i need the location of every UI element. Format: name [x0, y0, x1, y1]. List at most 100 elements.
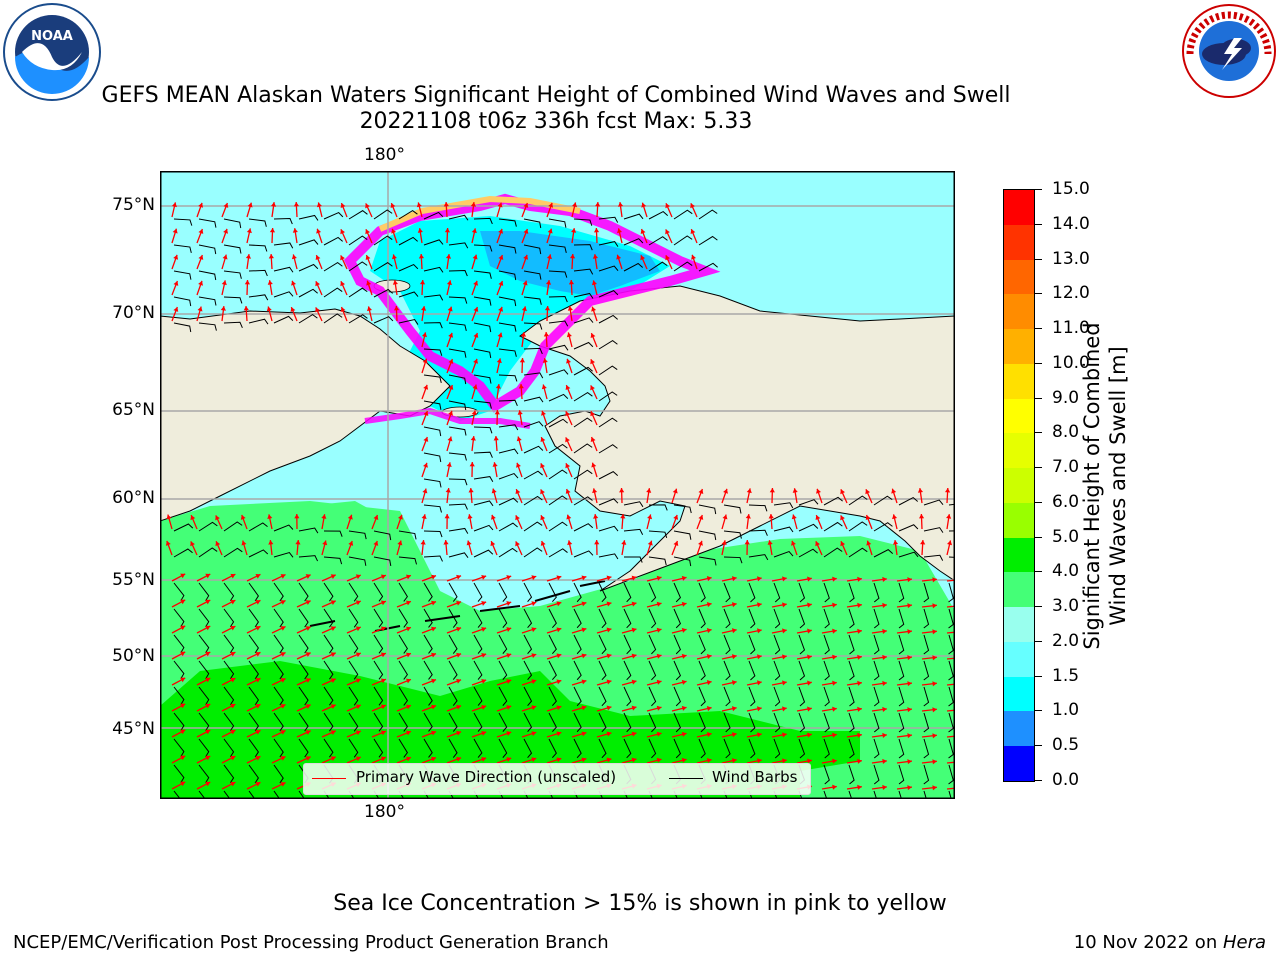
wave-arrowhead	[230, 781, 236, 787]
wind-barb	[248, 549, 269, 558]
wave-arrowhead	[290, 307, 296, 313]
wind-barb	[548, 495, 568, 506]
colorbar-tick-mark	[1035, 675, 1042, 677]
wind-barb	[648, 504, 668, 511]
wave-arrowhead	[481, 574, 487, 580]
wave-arrowhead	[180, 625, 186, 631]
wave-arrowhead	[606, 575, 612, 581]
wave-arrowhead	[541, 410, 546, 416]
wave-arrowhead	[840, 515, 845, 521]
wave-arrowhead	[706, 706, 712, 712]
wind-barb	[873, 738, 880, 759]
wave-arrowhead	[393, 306, 400, 311]
wind-barb	[448, 503, 468, 510]
wave-arrowhead	[246, 228, 252, 234]
wave-arrowhead	[230, 599, 236, 605]
wind-barb	[273, 790, 281, 799]
wave-arrowhead	[166, 514, 172, 520]
wind-barb	[623, 238, 644, 246]
wind-barb	[673, 686, 682, 707]
wave-arrowhead	[180, 729, 186, 735]
wave-arrowhead	[230, 677, 236, 683]
wind-barb	[223, 582, 235, 602]
wind-barb	[398, 608, 408, 628]
wind-barb	[273, 551, 294, 558]
wave-arrowhead	[494, 410, 500, 415]
wave-arrowhead	[173, 254, 179, 260]
wave-arrowhead	[706, 758, 712, 764]
wave-arrowhead	[592, 254, 598, 259]
wave-arrowhead	[315, 307, 320, 313]
wind-barb	[273, 582, 284, 602]
wind-barb	[198, 790, 206, 799]
map-legend: Primary Wave Direction (unscaled) Wind B…	[303, 763, 811, 795]
wind-barb	[473, 322, 492, 333]
colorbar-tick-mark	[1035, 397, 1042, 399]
wave-arrowhead	[565, 411, 570, 417]
wind-barb	[373, 209, 393, 220]
wave-arrowhead	[421, 514, 427, 520]
wind-barb	[373, 316, 394, 324]
wind-barb	[673, 634, 682, 655]
wind-barb	[448, 686, 458, 706]
wind-barb	[648, 712, 657, 733]
wave-arrowhead	[756, 758, 762, 764]
wave-arrowhead	[892, 540, 899, 545]
wave-arrowhead	[721, 540, 727, 546]
wind-barb	[448, 242, 469, 249]
wave-arrowhead	[891, 488, 897, 494]
wave-arrowhead	[918, 514, 925, 519]
wind-barb	[248, 244, 268, 252]
wind-barb	[173, 790, 181, 799]
wave-arrowhead	[230, 703, 236, 709]
wave-arrowhead	[280, 600, 286, 605]
wave-arrowhead	[205, 755, 211, 761]
wave-arrowhead	[706, 576, 712, 582]
wind-barb	[548, 270, 568, 278]
wave-arrowhead	[907, 655, 912, 661]
wave-arrowhead	[355, 756, 361, 762]
wave-arrowhead	[590, 411, 596, 417]
colorbar-tick-label: 6.0	[1052, 491, 1080, 512]
wind-barb	[448, 712, 458, 732]
wave-arrowhead	[380, 574, 386, 580]
wind-barb	[498, 660, 508, 680]
wind-barb	[373, 738, 384, 758]
wave-arrowhead	[498, 306, 504, 312]
wave-arrowhead	[565, 488, 571, 494]
wave-arrowhead	[422, 488, 428, 494]
wind-barb	[348, 556, 367, 566]
wave-arrowhead	[473, 307, 479, 312]
wave-arrowhead	[832, 576, 837, 582]
colorbar-label-line1: Significant Height of Combined	[1080, 322, 1104, 650]
wave-arrowhead	[606, 731, 612, 737]
wind-barb	[523, 296, 542, 305]
wave-arrowhead	[205, 651, 211, 657]
wave-arrowhead	[466, 540, 472, 546]
wave-arrowhead	[198, 254, 204, 260]
wind-barb	[373, 660, 384, 680]
wave-arrowhead	[447, 436, 453, 442]
wind-barb	[598, 712, 607, 733]
wave-arrowhead	[546, 254, 552, 260]
lat-label-45: 45°N	[112, 719, 155, 739]
wind-barb	[523, 244, 542, 255]
wind-barb	[873, 790, 878, 799]
wind-barb	[198, 521, 218, 532]
wind-barb	[498, 448, 519, 455]
wave-arrowhead	[230, 573, 236, 579]
wave-direction-vectors	[165, 201, 955, 799]
wave-arrowhead	[782, 654, 787, 660]
wave-arrowhead	[731, 732, 737, 738]
sea-ice-edge	[378, 195, 581, 232]
wave-arrowhead	[205, 599, 211, 605]
wind-barb	[548, 393, 569, 402]
wave-arrowhead	[405, 652, 411, 658]
wind-barb	[548, 443, 568, 454]
wave-arrowhead	[606, 653, 612, 659]
wind-barb	[448, 582, 458, 602]
wave-arrowhead	[832, 680, 837, 686]
wind-barb	[473, 660, 483, 680]
wind-barb	[523, 470, 543, 480]
wind-barb	[548, 548, 568, 558]
